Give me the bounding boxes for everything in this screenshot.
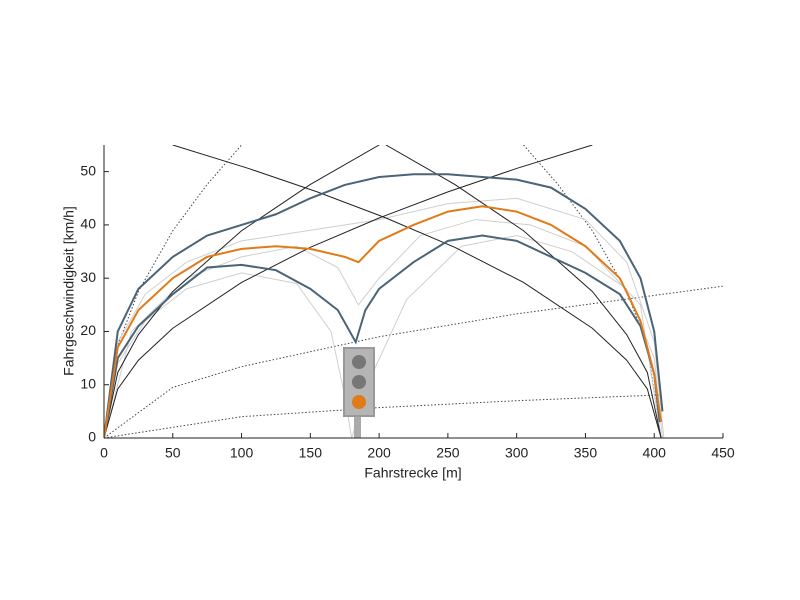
- series-line: [172, 145, 662, 438]
- series-line: [104, 145, 380, 438]
- x-tick-label: 450: [711, 445, 735, 461]
- series-line: [385, 145, 662, 438]
- plot-area: [104, 145, 723, 438]
- series-line: [104, 219, 662, 438]
- series-line: [104, 235, 663, 438]
- series-line: [104, 197, 665, 438]
- y-tick-label: 10: [80, 375, 96, 391]
- y-tick-label: 40: [80, 216, 96, 232]
- x-tick-label: 200: [367, 445, 391, 461]
- x-tick-label: 300: [505, 445, 529, 461]
- traffic-light: [343, 347, 375, 438]
- x-tick-label: 50: [165, 445, 181, 461]
- series-line: [104, 394, 662, 438]
- x-tick-label: 100: [230, 445, 254, 461]
- y-tick-label: 50: [80, 162, 96, 178]
- y-tick-label: 0: [88, 429, 96, 445]
- y-axis-label: Fahrgeschwindigkeit [km/h]: [61, 206, 77, 376]
- series-line: [104, 173, 664, 438]
- x-tick-label: 350: [574, 445, 598, 461]
- series-line: [104, 205, 663, 438]
- x-tick-label: 250: [436, 445, 460, 461]
- x-tick-label: 0: [100, 445, 108, 461]
- x-tick-label: 150: [299, 445, 323, 461]
- y-tick-label: 20: [80, 322, 96, 338]
- x-tick-label: 400: [643, 445, 667, 461]
- series-line: [104, 145, 593, 438]
- series-line: [104, 285, 723, 438]
- x-axis-label: Fahrstrecke [m]: [364, 465, 461, 481]
- series-line: [104, 234, 661, 438]
- y-tick-label: 30: [80, 269, 96, 285]
